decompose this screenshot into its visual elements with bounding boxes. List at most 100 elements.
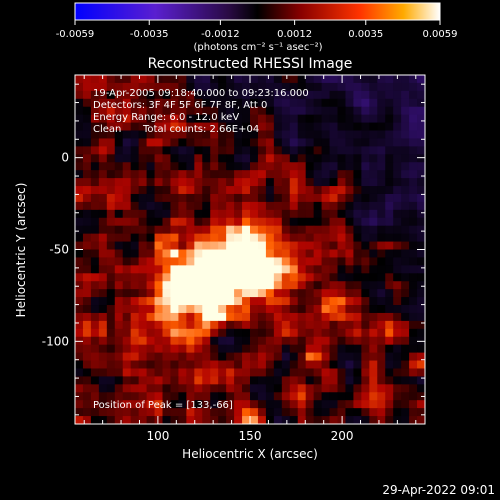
heatmap-cell bbox=[250, 376, 259, 385]
heatmap-cell bbox=[297, 360, 307, 370]
heatmap-cell bbox=[321, 336, 331, 346]
heatmap-cell bbox=[130, 320, 140, 330]
heatmap-cell bbox=[210, 336, 219, 346]
heatmap-cell bbox=[409, 138, 418, 147]
heatmap-cell bbox=[242, 241, 251, 251]
annotation-clean: Clean bbox=[93, 124, 121, 135]
heatmap-cell bbox=[337, 178, 347, 187]
heatmap-cell bbox=[369, 201, 378, 211]
heatmap-cell bbox=[345, 186, 354, 195]
heatmap-cell bbox=[138, 90, 148, 100]
heatmap-cell bbox=[194, 265, 203, 274]
heatmap-cell bbox=[417, 281, 425, 290]
heatmap-cell bbox=[369, 289, 378, 298]
heatmap-cell bbox=[226, 257, 235, 266]
heatmap-cell bbox=[98, 114, 108, 124]
heatmap-cell bbox=[178, 336, 187, 346]
heatmap-cell bbox=[281, 225, 291, 235]
heatmap-cell bbox=[234, 178, 243, 187]
heatmap-cell bbox=[82, 368, 92, 378]
heatmap-cell bbox=[162, 305, 172, 314]
heatmap-cell bbox=[75, 201, 84, 211]
heatmap-cell bbox=[250, 265, 259, 274]
heatmap-cell bbox=[82, 273, 92, 282]
heatmap-cell bbox=[226, 281, 235, 290]
heatmap-cell bbox=[385, 114, 394, 124]
heatmap-cell bbox=[138, 186, 148, 195]
heatmap-cell bbox=[313, 154, 323, 163]
heatmap-cell bbox=[82, 241, 92, 251]
heatmap-cell bbox=[210, 328, 219, 338]
heatmap-cell bbox=[210, 320, 219, 330]
heatmap-cell bbox=[369, 336, 378, 346]
heatmap-cell bbox=[210, 90, 219, 100]
heatmap-cell bbox=[98, 344, 108, 354]
heatmap-cell bbox=[305, 233, 315, 243]
heatmap-cell bbox=[130, 289, 140, 298]
heatmap-cell bbox=[90, 265, 100, 274]
heatmap-cell bbox=[106, 75, 116, 84]
heatmap-cell bbox=[305, 146, 315, 155]
heatmap-cell bbox=[313, 344, 323, 354]
heatmap-cell bbox=[170, 392, 179, 401]
heatmap-cell bbox=[289, 98, 299, 108]
heatmap-cell bbox=[154, 241, 164, 251]
heatmap-cell bbox=[75, 344, 84, 354]
heatmap-cell bbox=[106, 400, 116, 409]
heatmap-cell bbox=[273, 170, 283, 179]
heatmap-cell bbox=[122, 408, 132, 417]
heatmap-cell bbox=[170, 368, 179, 378]
heatmap-cell bbox=[170, 400, 179, 409]
heatmap-cell bbox=[250, 178, 259, 187]
heatmap-cell bbox=[82, 75, 92, 84]
heatmap-cell bbox=[138, 320, 148, 330]
heatmap-cell bbox=[226, 408, 235, 417]
heatmap-cell bbox=[393, 90, 402, 100]
heatmap-cell bbox=[353, 384, 362, 393]
heatmap-cell bbox=[210, 265, 219, 274]
heatmap-cell bbox=[218, 154, 227, 163]
heatmap-cell bbox=[401, 360, 410, 370]
heatmap-cell bbox=[178, 265, 187, 274]
heatmap-cell bbox=[75, 273, 84, 282]
heatmap-cell bbox=[106, 360, 116, 370]
heatmap-cell bbox=[146, 273, 156, 282]
heatmap-cell bbox=[162, 201, 172, 211]
heatmap-cell bbox=[178, 217, 187, 227]
heatmap-cell bbox=[393, 408, 402, 417]
heatmap-cell bbox=[154, 320, 164, 330]
heatmap-cell bbox=[122, 75, 132, 84]
heatmap-cell bbox=[401, 352, 410, 362]
heatmap-cell bbox=[130, 352, 140, 362]
heatmap-cell bbox=[98, 312, 108, 322]
heatmap-cell bbox=[186, 154, 195, 163]
heatmap-cell bbox=[226, 320, 235, 330]
heatmap-cell bbox=[409, 281, 418, 290]
heatmap-cell bbox=[361, 368, 370, 378]
heatmap-cell bbox=[186, 273, 195, 282]
heatmap-cell bbox=[289, 233, 299, 243]
heatmap-cell bbox=[385, 320, 394, 330]
heatmap-cell bbox=[361, 225, 370, 235]
heatmap-cell bbox=[178, 154, 187, 163]
heatmap-cell bbox=[114, 328, 124, 338]
heatmap-cell bbox=[257, 138, 267, 147]
heatmap-cell bbox=[194, 305, 203, 314]
heatmap-cell bbox=[218, 297, 227, 306]
heatmap-cell bbox=[234, 289, 243, 298]
heatmap-cell bbox=[417, 320, 425, 330]
heatmap-cell bbox=[154, 305, 164, 314]
heatmap-cell bbox=[250, 289, 259, 298]
heatmap-cell bbox=[178, 281, 187, 290]
heatmap-cell bbox=[273, 297, 283, 306]
heatmap-cell bbox=[75, 281, 84, 290]
heatmap-cell bbox=[98, 376, 108, 385]
heatmap-cell bbox=[202, 217, 211, 227]
heatmap-cell bbox=[210, 384, 219, 393]
heatmap-cell bbox=[329, 225, 339, 235]
heatmap-cell bbox=[257, 384, 267, 393]
heatmap-cell bbox=[242, 98, 251, 108]
annotation-energy: Energy Range: 6.0 - 12.0 keV bbox=[93, 112, 239, 123]
heatmap-cell bbox=[377, 217, 386, 227]
heatmap-cell bbox=[353, 209, 362, 219]
